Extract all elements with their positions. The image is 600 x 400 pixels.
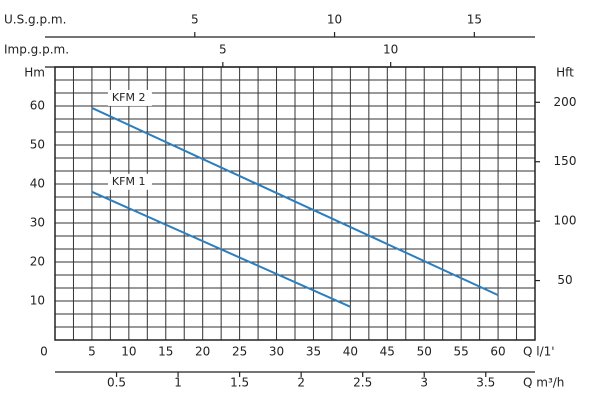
- x-tick-label: 35: [306, 345, 321, 359]
- y-tick-label: 60: [30, 99, 45, 113]
- y2-tick-label: 150: [554, 154, 577, 168]
- x-tick-label: 15: [467, 13, 482, 27]
- extra-axis-label: Imp.g.p.m.: [4, 43, 69, 57]
- x-tick-label: 1.5: [230, 376, 249, 390]
- x-tick-label: 3: [420, 376, 428, 390]
- x-tick-label: 15: [158, 345, 173, 359]
- x-tick-label: 10: [327, 13, 342, 27]
- x-tick-label: 5: [219, 43, 227, 57]
- x-tick-label: 0.5: [107, 376, 126, 390]
- y2-tick-label: 100: [554, 214, 577, 228]
- x-tick-label: 2.5: [353, 376, 372, 390]
- y-tick-label: 30: [30, 216, 45, 230]
- x-tick-label: 60: [490, 345, 505, 359]
- x-tick-label: 25: [232, 345, 247, 359]
- legend-label: KFM 1: [112, 175, 146, 188]
- y2-tick-label: 200: [554, 95, 577, 109]
- x-tick-label: 0: [40, 345, 48, 359]
- x-tick-label: 40: [343, 345, 358, 359]
- x-tick-label: 30: [269, 345, 284, 359]
- y2-tick-label: 50: [557, 273, 572, 287]
- x-tick-label: 5: [88, 345, 96, 359]
- y-tick-label: 40: [30, 177, 45, 191]
- y-axis-label: Hm: [24, 66, 45, 80]
- series-line: [91, 190, 351, 308]
- x-tick-label: 20: [195, 345, 210, 359]
- x-tick-label: 2: [297, 376, 305, 390]
- legend-label: KFM 2: [112, 91, 146, 104]
- x-tick-label: 55: [454, 345, 469, 359]
- x-axis-label: Q l/1': [523, 345, 555, 359]
- x-tick-label: 3.5: [476, 376, 495, 390]
- x-tick-label: 50: [417, 345, 432, 359]
- x-tick-label: 1: [174, 376, 182, 390]
- y-tick-label: 20: [30, 255, 45, 269]
- label-bg: [107, 173, 152, 190]
- label-bg: [107, 89, 152, 106]
- x-tick-label: 45: [380, 345, 395, 359]
- y-tick-label: 10: [30, 294, 45, 308]
- x-tick-label: 10: [121, 345, 136, 359]
- series-line: [91, 107, 499, 297]
- extra-axis-label: Q m³/h: [523, 376, 564, 390]
- x-tick-label: 5: [191, 13, 199, 27]
- y-tick-label: 50: [30, 138, 45, 152]
- x-tick-label: 10: [383, 43, 398, 57]
- y2-axis-label: Hft: [556, 66, 574, 80]
- extra-axis-label: U.S.g.p.m.: [4, 13, 66, 27]
